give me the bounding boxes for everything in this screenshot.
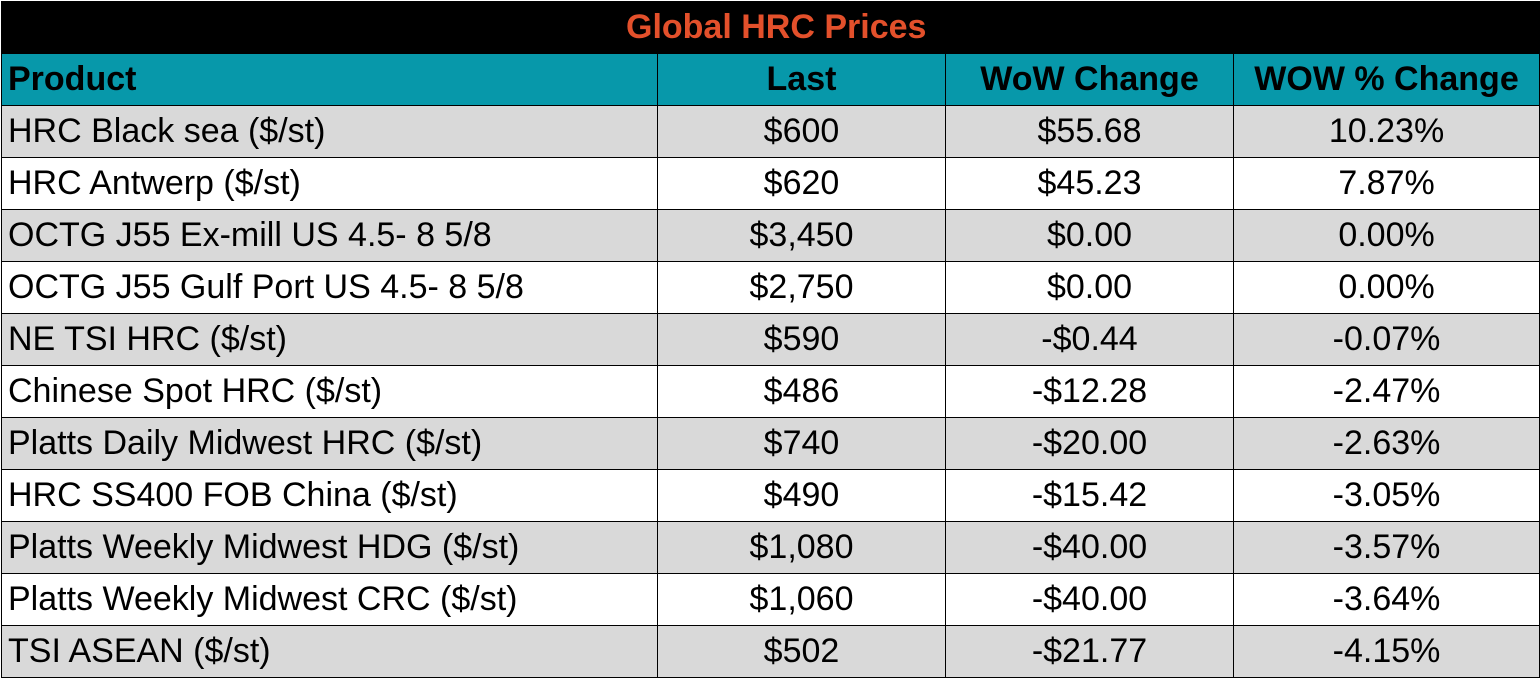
table-header-row: Product Last WoW Change WOW % Change (1, 53, 1540, 106)
cell-product: HRC SS400 FOB China ($/st) (1, 469, 658, 522)
cell-wow-change: $0.00 (945, 261, 1234, 314)
cell-product: OCTG J55 Ex-mill US 4.5- 8 5/8 (1, 209, 658, 262)
cell-product: HRC Antwerp ($/st) (1, 157, 658, 210)
cell-wow-change: $45.23 (945, 157, 1234, 210)
cell-product: Platts Daily Midwest HRC ($/st) (1, 417, 658, 470)
table-row: Platts Weekly Midwest CRC ($/st) $1,060 -$… (1, 573, 1540, 626)
cell-last: $486 (657, 365, 946, 418)
cell-wow-change: -$20.00 (945, 417, 1234, 470)
cell-wow-pct-change: -3.64% (1232, 573, 1540, 626)
cell-wow-pct-change: 0.00% (1232, 261, 1540, 314)
cell-wow-change: -$15.42 (945, 469, 1234, 522)
cell-wow-change: -$40.00 (945, 573, 1234, 626)
cell-last: $1,080 (657, 521, 946, 574)
cell-wow-pct-change: -2.63% (1232, 417, 1540, 470)
cell-wow-pct-change: -3.57% (1232, 521, 1540, 574)
cell-product: TSI ASEAN ($/st) (1, 625, 658, 678)
cell-product: HRC Black sea ($/st) (1, 105, 658, 158)
table-row: Platts Weekly Midwest HDG ($/st) $1,080 -$… (1, 521, 1540, 574)
table-row: HRC Black sea ($/st) $600 $55.68 10.23% (1, 105, 1540, 158)
column-header-product: Product (1, 53, 658, 106)
cell-wow-change: $55.68 (945, 105, 1234, 158)
column-header-wow-change: WoW Change (945, 53, 1234, 106)
cell-wow-change: -$0.44 (945, 313, 1234, 366)
table-row: Platts Daily Midwest HRC ($/st) $740 -$20.… (1, 417, 1540, 470)
cell-last: $620 (657, 157, 946, 210)
table-row: Chinese Spot HRC ($/st) $486 -$12.28 -2.47% (1, 365, 1540, 418)
cell-product: Platts Weekly Midwest HDG ($/st) (1, 521, 658, 574)
table-title: Global HRC Prices (0, 1, 1540, 54)
cell-wow-pct-change: 10.23% (1232, 105, 1540, 158)
cell-wow-pct-change: -4.15% (1232, 625, 1540, 678)
cell-wow-pct-change: 7.87% (1232, 157, 1540, 210)
cell-last: $600 (657, 105, 946, 158)
column-header-wow-pct-change: WOW % Change (1232, 53, 1540, 106)
cell-wow-pct-change: -0.07% (1232, 313, 1540, 366)
cell-wow-pct-change: 0.00% (1232, 209, 1540, 262)
cell-product: Platts Weekly Midwest CRC ($/st) (1, 573, 658, 626)
table-title-row: Global HRC Prices (0, 1, 1540, 54)
cell-last: $2,750 (657, 261, 946, 314)
cell-last: $3,450 (657, 209, 946, 262)
cell-last: $490 (657, 469, 946, 522)
table-row: OCTG J55 Gulf Port US 4.5- 8 5/8 $2,750 $0… (1, 261, 1540, 314)
table-row: HRC Antwerp ($/st) $620 $45.23 7.87% (1, 157, 1540, 210)
cell-wow-change: -$21.77 (945, 625, 1234, 678)
cell-wow-change: -$12.28 (945, 365, 1234, 418)
cell-last: $502 (657, 625, 946, 678)
cell-wow-change: -$40.00 (945, 521, 1234, 574)
cell-wow-change: $0.00 (945, 209, 1234, 262)
table-title-text: Global HRC Prices (626, 8, 927, 46)
cell-last: $740 (657, 417, 946, 470)
cell-last: $590 (657, 313, 946, 366)
table-row: HRC SS400 FOB China ($/st) $490 -$15.42 -3.… (1, 469, 1540, 522)
table-row: NE TSI HRC ($/st) $590 -$0.44 -0.07% (1, 313, 1540, 366)
cell-product: OCTG J55 Gulf Port US 4.5- 8 5/8 (1, 261, 658, 314)
cell-last: $1,060 (657, 573, 946, 626)
cell-product: Chinese Spot HRC ($/st) (1, 365, 658, 418)
column-header-last: Last (657, 53, 946, 106)
cell-wow-pct-change: -2.47% (1232, 365, 1540, 418)
cell-wow-pct-change: -3.05% (1232, 469, 1540, 522)
table-row: OCTG J55 Ex-mill US 4.5- 8 5/8 $3,450 $0.0… (1, 209, 1540, 262)
cell-product: NE TSI HRC ($/st) (1, 313, 658, 366)
table-row: TSI ASEAN ($/st) $502 -$21.77 -4.15% (1, 625, 1540, 678)
